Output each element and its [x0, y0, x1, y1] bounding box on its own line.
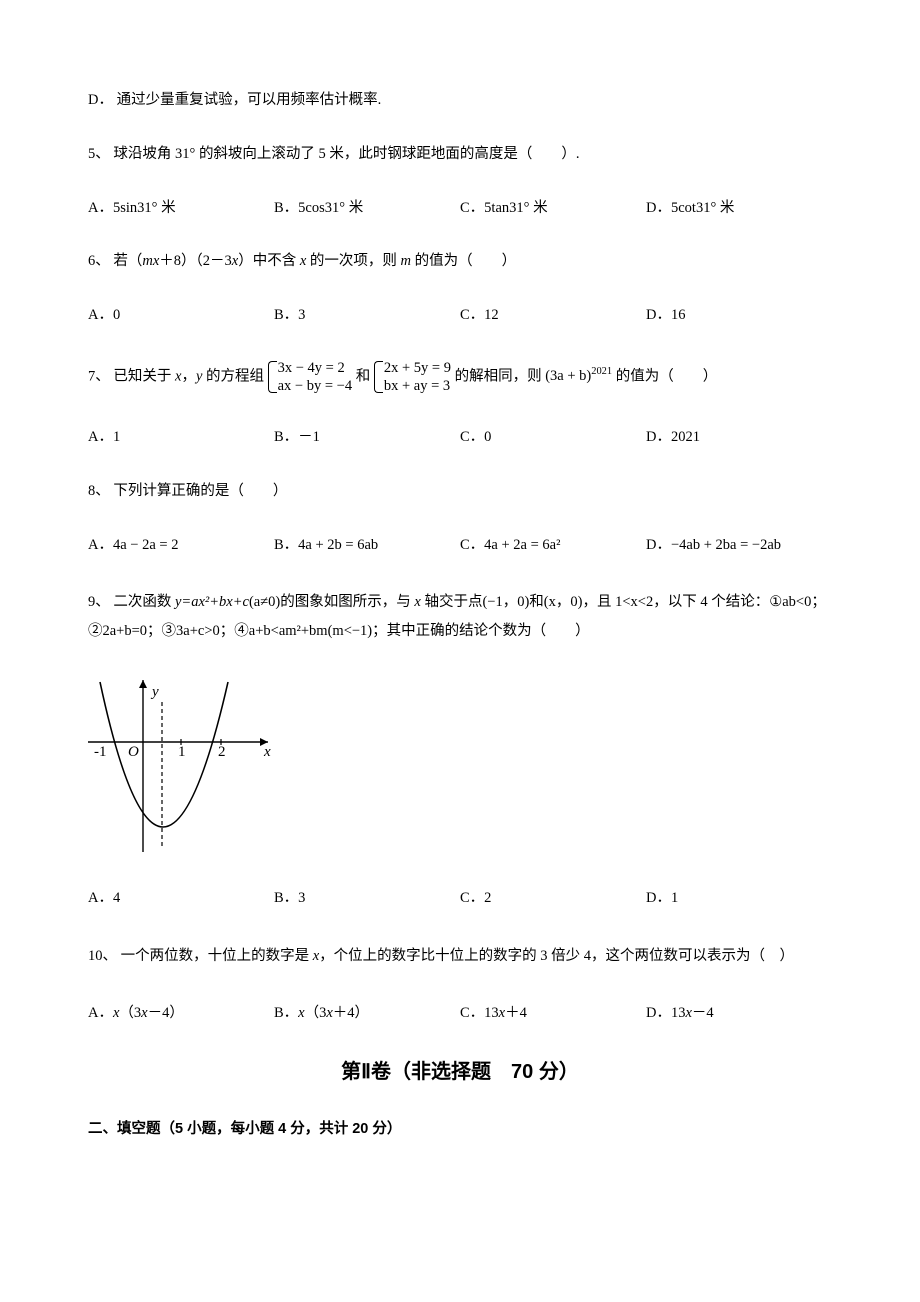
question-5: 5、 球沿坡角 31° 的斜坡向上滚动了 5 米，此时钢球距地面的高度是（ ）. [88, 144, 832, 166]
question-number: 9、 [88, 594, 110, 610]
question-number: 7、 [88, 368, 110, 384]
option-b[interactable]: B．－1 [274, 427, 460, 449]
option-a[interactable]: A．4 [88, 888, 274, 910]
q9-options: A．4 B．3 C．2 D．1 [88, 888, 832, 910]
q9-graph: y x O -1 1 2 [78, 672, 832, 862]
option-d[interactable]: D．5cot31° 米 [646, 198, 832, 220]
option-a[interactable]: A．0 [88, 305, 274, 327]
x-axis-label: x [263, 744, 271, 760]
option-b[interactable]: B．4a + 2b = 6ab [274, 535, 460, 557]
question-6: 6、 若（mx＋8）（2－3x）中不含 x 的一次项，则 m 的值为（ ） [88, 251, 832, 273]
option-c[interactable]: C．12 [460, 305, 646, 327]
question-number: 8、 [88, 483, 110, 499]
fill-blank-heading: 二、填空题（5 小题，每小题 4 分，共计 20 分） [88, 1119, 832, 1141]
system-2: 2x + 5y = 9 bx + ay = 3 [374, 359, 451, 395]
option-b[interactable]: B．5cos31° 米 [274, 198, 460, 220]
question-number: 5、 [88, 146, 110, 162]
option-c[interactable]: C．13x＋4 [460, 1003, 646, 1025]
question-10: 10、 一个两位数，十位上的数字是 x，个位上的数字比十位上的数字的 3 倍少 … [88, 942, 832, 971]
system-1: 3x − 4y = 2 ax − by = −4 [268, 359, 352, 395]
option-d[interactable]: D．2021 [646, 427, 832, 449]
option-a[interactable]: A．5sin31° 米 [88, 198, 274, 220]
power-expr: (3a + b)2021 [545, 368, 612, 384]
tick-1: 1 [178, 744, 186, 760]
section-2-title: 第Ⅱ卷（非选择题 70 分） [88, 1057, 832, 1087]
option-b[interactable]: B．x（3x＋4） [274, 1003, 460, 1025]
option-a[interactable]: A．1 [88, 427, 274, 449]
option-label: D． [88, 92, 113, 108]
tick-neg1: -1 [94, 744, 107, 760]
question-number: 10、 [88, 948, 117, 964]
option-c[interactable]: C．2 [460, 888, 646, 910]
option-d[interactable]: D．13x－4 [646, 1003, 832, 1025]
option-c[interactable]: C．4a + 2a = 6a² [460, 535, 646, 557]
option-a[interactable]: A．4a − 2a = 2 [88, 535, 274, 557]
prev-option-d: D． 通过少量重复试验，可以用频率估计概率. [88, 90, 832, 112]
q10-options: A．x（3x－4） B．x（3x＋4） C．13x＋4 D．13x－4 [88, 1003, 832, 1025]
y-axis-label: y [150, 684, 159, 700]
option-c[interactable]: C．0 [460, 427, 646, 449]
question-8: 8、 下列计算正确的是（ ） [88, 481, 832, 503]
option-d[interactable]: D．−4ab + 2ba = −2ab [646, 535, 832, 557]
q8-options: A．4a − 2a = 2 B．4a + 2b = 6ab C．4a + 2a … [88, 535, 832, 557]
tick-2: 2 [218, 744, 226, 760]
option-c[interactable]: C．5tan31° 米 [460, 198, 646, 220]
question-9: 9、 二次函数 y=ax²+bx+c(a≠0)的图象如图所示，与 x 轴交于点(… [88, 588, 832, 646]
q6-options: A．0 B．3 C．12 D．16 [88, 305, 832, 327]
option-d[interactable]: D．1 [646, 888, 832, 910]
option-a[interactable]: A．x（3x－4） [88, 1003, 274, 1025]
option-b[interactable]: B．3 [274, 888, 460, 910]
q7-options: A．1 B．－1 C．0 D．2021 [88, 427, 832, 449]
question-number: 6、 [88, 253, 110, 269]
question-7: 7、 已知关于 x，y 的方程组 3x − 4y = 2 ax − by = −… [88, 359, 832, 395]
parabola-chart: y x O -1 1 2 [78, 672, 278, 862]
q5-options: A．5sin31° 米 B．5cos31° 米 C．5tan31° 米 D．5c… [88, 198, 832, 220]
option-d[interactable]: D．16 [646, 305, 832, 327]
origin-label: O [128, 744, 139, 760]
option-text: 通过少量重复试验，可以用频率估计概率. [117, 92, 382, 108]
option-b[interactable]: B．3 [274, 305, 460, 327]
